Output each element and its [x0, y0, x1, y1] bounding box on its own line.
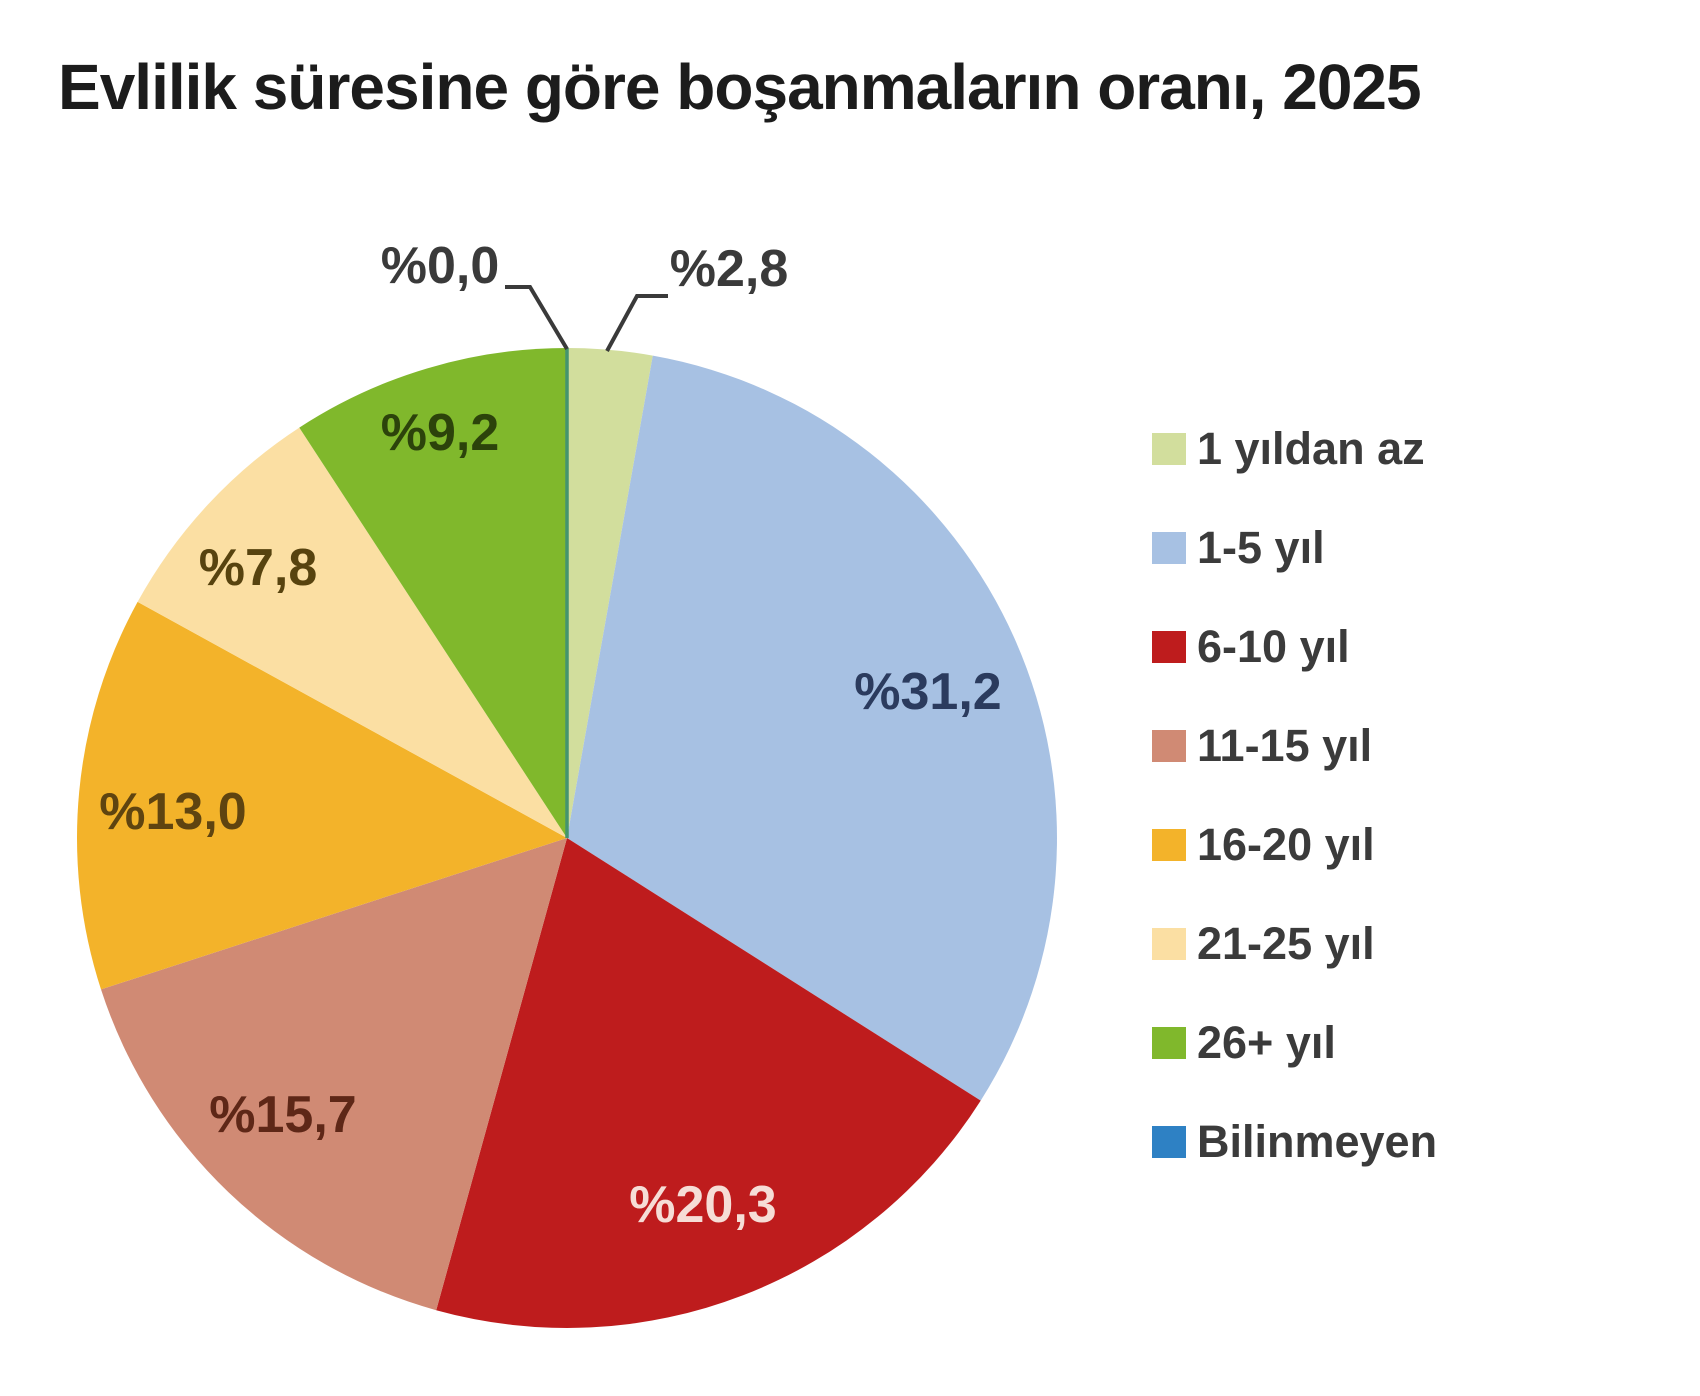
- slice-value-label-11-15-yil: %15,7: [209, 1086, 357, 1144]
- pie-slice-26-yil: [299, 348, 567, 838]
- legend-swatch-icon: [1152, 1125, 1186, 1158]
- pie-slice-6-10-yil: [436, 838, 981, 1328]
- legend-label: 1-5 yıl: [1197, 522, 1325, 573]
- slice-value-label-bilinmeyen: %0,0: [380, 237, 500, 295]
- pie-slice-21-25-yil: [137, 427, 567, 838]
- legend-label: Bilinmeyen: [1197, 1116, 1438, 1167]
- legend-swatch-icon: [1152, 432, 1186, 465]
- legend-swatch-icon: [1152, 927, 1186, 960]
- legend-label: 11-15 yıl: [1197, 720, 1373, 771]
- legend-swatch-icon: [1152, 1026, 1186, 1059]
- slice-value-label-16-20-yil: %13,0: [99, 783, 247, 841]
- legend-item-6-10-yil: 6-10 yıl: [1152, 621, 1437, 672]
- slice-value-label-6-10-yil: %20,3: [629, 1176, 777, 1234]
- legend-item-1-5-yil: 1-5 yıl: [1152, 522, 1437, 573]
- legend-swatch-icon: [1152, 828, 1186, 861]
- legend-item-bilinmeyen: Bilinmeyen: [1152, 1116, 1437, 1167]
- pie-slice-1-5-yil: [567, 355, 1057, 1101]
- slice-value-label-1-5-yil: %31,2: [854, 663, 1002, 721]
- pie-slice-1-yildan-az: [567, 348, 653, 838]
- leader-line-1-yildan-az: [605, 294, 668, 352]
- legend-item-16-20-yil: 16-20 yıl: [1152, 819, 1437, 870]
- pie-slice-16-20-yil: [77, 601, 567, 990]
- slice-value-label-26-yil: %9,2: [380, 404, 500, 462]
- slice-value-label-21-25-yil: %7,8: [198, 539, 318, 597]
- legend: 1 yıldan az 1-5 yıl 6-10 yıl 11-15 yıl 16-20…: [1152, 423, 1437, 1167]
- pie-slice-11-15-yil: [101, 838, 567, 1311]
- legend-item-11-15-yil: 11-15 yıl: [1152, 720, 1437, 771]
- legend-label: 1 yıldan az: [1197, 423, 1425, 474]
- legend-label: 21-25 yıl: [1197, 918, 1375, 969]
- legend-item-1-yildan-az: 1 yıldan az: [1152, 423, 1437, 474]
- legend-label: 26+ yıl: [1197, 1017, 1336, 1068]
- slice-value-label-1-yildan-az: %2,8: [669, 240, 789, 298]
- legend-swatch-icon: [1152, 630, 1186, 663]
- legend-swatch-icon: [1152, 531, 1186, 564]
- chart-title: Evlilik süresine göre boşanmaların oranı…: [58, 51, 1422, 123]
- leader-line-bilinmeyen: [505, 285, 569, 351]
- legend-swatch-icon: [1152, 729, 1186, 762]
- legend-label: 16-20 yıl: [1197, 819, 1375, 870]
- legend-item-26-yil: 26+ yıl: [1152, 1017, 1437, 1068]
- legend-label: 6-10 yıl: [1197, 621, 1350, 672]
- legend-item-21-25-yil: 21-25 yıl: [1152, 918, 1437, 969]
